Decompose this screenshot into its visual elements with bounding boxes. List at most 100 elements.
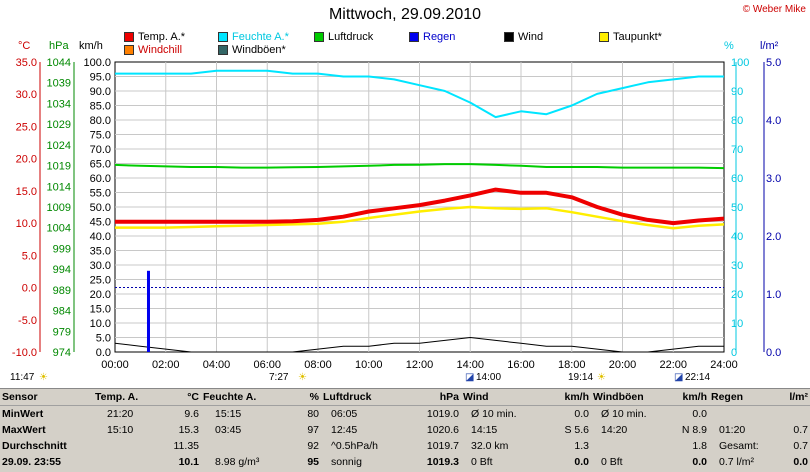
x-tick-label: 24:00 [710,359,738,371]
header-pressure-unit: hPa [401,389,461,406]
cell [591,438,659,454]
x-tick-label: 08:00 [304,359,332,371]
pressure-tick-label: 999 [53,243,71,255]
humidity-tick-label: 30 [731,260,743,272]
moon-rise-label: 22:14 [685,372,711,383]
unit-speed: km/h [79,40,103,52]
unit-humidity: % [724,40,734,52]
legend-swatch-windchill [124,45,134,55]
temp-tick-label: -10.0 [12,347,37,359]
cell: 01:20 [719,424,746,436]
cell: 1019.3 [426,456,459,468]
x-tick-label: 14:00 [456,359,484,371]
cell: 15.3 [178,424,199,436]
cell [774,406,810,423]
cell: 03:45 [215,424,242,436]
cell: 0 Bft [471,456,493,468]
cell: 8.98 g/m³ [215,456,260,468]
humidity-tick-label: 50 [731,202,743,214]
series-line-temp-a [115,187,725,226]
cell: 14:20 [601,424,628,436]
stats-row-min: MinWert 21:20 9.6 15:15 80 06:05 1019.0 … [0,406,810,423]
speed-tick-label: 100.0 [83,57,111,69]
cell: 0.0 [793,456,808,468]
legend-swatch-wind [504,32,514,42]
pressure-tick-label: 1029 [47,119,71,131]
left-time-label: 11:47 [10,372,35,383]
pressure-tick-label: 1004 [47,223,71,235]
sun-moon-bar: 11:47 ☀ 7:27 ☀ ◪ 14:00 19:14 ☀ ◪ 22:14 [0,372,810,386]
cell: 1019.7 [426,440,459,452]
pressure-tick-label: 979 [53,326,71,338]
cell: 80 [307,408,319,420]
series-line-feuchte-a [115,69,724,119]
cell: 1.8 [692,440,707,452]
temp-tick-label: -5.0 [18,315,37,327]
x-tick-label: 02:00 [152,359,180,371]
cell: 92 [307,440,319,452]
cell: 15:15 [215,408,242,420]
cell: 21:20 [107,408,134,420]
pressure-tick-label: 994 [53,264,71,276]
speed-tick-label: 10.0 [90,318,111,330]
rain-tick-label: 2.0 [766,231,781,243]
cell: 15:10 [107,424,134,436]
cell: N 8.9 [681,424,707,436]
pressure-tick-label: 1009 [47,202,71,214]
legend-swatch-rain [409,32,419,42]
x-tick-label: 04:00 [203,359,231,371]
header-wind-unit: km/h [536,389,591,406]
cell: S 5.6 [564,424,589,436]
pressure-tick-label: 1044 [47,57,71,69]
cell: Ø 10 min. [471,408,517,420]
temp-tick-label: 10.0 [16,218,37,230]
statistics-table: Sensor Temp. A. °C Feuchte A. % Luftdruc… [0,389,810,470]
speed-tick-label: 35.0 [90,246,111,258]
cell: 14:15 [471,424,498,436]
header-rain-unit: l/m² [774,389,810,406]
header-humidity-unit: % [283,389,321,406]
series-line-wind [114,337,724,353]
speed-tick-label: 15.0 [90,304,111,316]
cell: 32.0 km [471,440,509,452]
cell [201,438,283,454]
legend-wind: Wind [504,31,543,43]
temp-tick-label: 25.0 [16,121,37,133]
pressure-tick-label: 1014 [47,181,71,193]
temp-tick-label: 35.0 [16,57,37,69]
cell: 11.35 [173,440,200,452]
cell: 0.0 [692,456,707,468]
speed-tick-label: 40.0 [90,231,111,243]
legend-swatch-dewpoint [599,32,609,42]
sunset-label: 19:14 [568,372,594,383]
moon-set-label: 14:00 [476,372,502,383]
cell: 0.7 [793,424,808,436]
humidity-tick-label: 0 [731,347,737,359]
speed-tick-label: 70.0 [90,144,111,156]
cell [93,438,157,454]
x-tick-label: 20:00 [609,359,637,371]
row-label: MinWert [2,408,44,420]
moon-set-icon: ◪ [465,372,475,383]
header-rain: Regen [709,389,774,406]
sunrise-label: 7:27 [269,372,289,383]
cell: 1.3 [574,440,589,452]
cell [93,454,157,470]
series-line-taupunkt [115,205,725,230]
page-title: Mittwoch, 29.09.2010 [328,6,482,23]
legend-swatch-humidity [218,32,228,42]
legend-temp: Temp. A.* [124,31,185,43]
cell: 06:05 [331,408,358,420]
humidity-tick-label: 20 [731,289,743,301]
cell: 1020.6 [426,424,459,436]
speed-tick-label: 5.0 [96,333,111,345]
cell: 0.7 [793,440,808,452]
temp-tick-label: 0.0 [22,283,37,295]
pressure-tick-label: 989 [53,285,71,297]
header-temp-unit: °C [157,389,201,406]
temp-tick-label: 20.0 [16,154,37,166]
pressure-tick-label: 974 [53,347,71,359]
cell: 95 [307,456,319,468]
cell: 0.0 [574,456,589,468]
speed-tick-label: 85.0 [90,101,111,113]
